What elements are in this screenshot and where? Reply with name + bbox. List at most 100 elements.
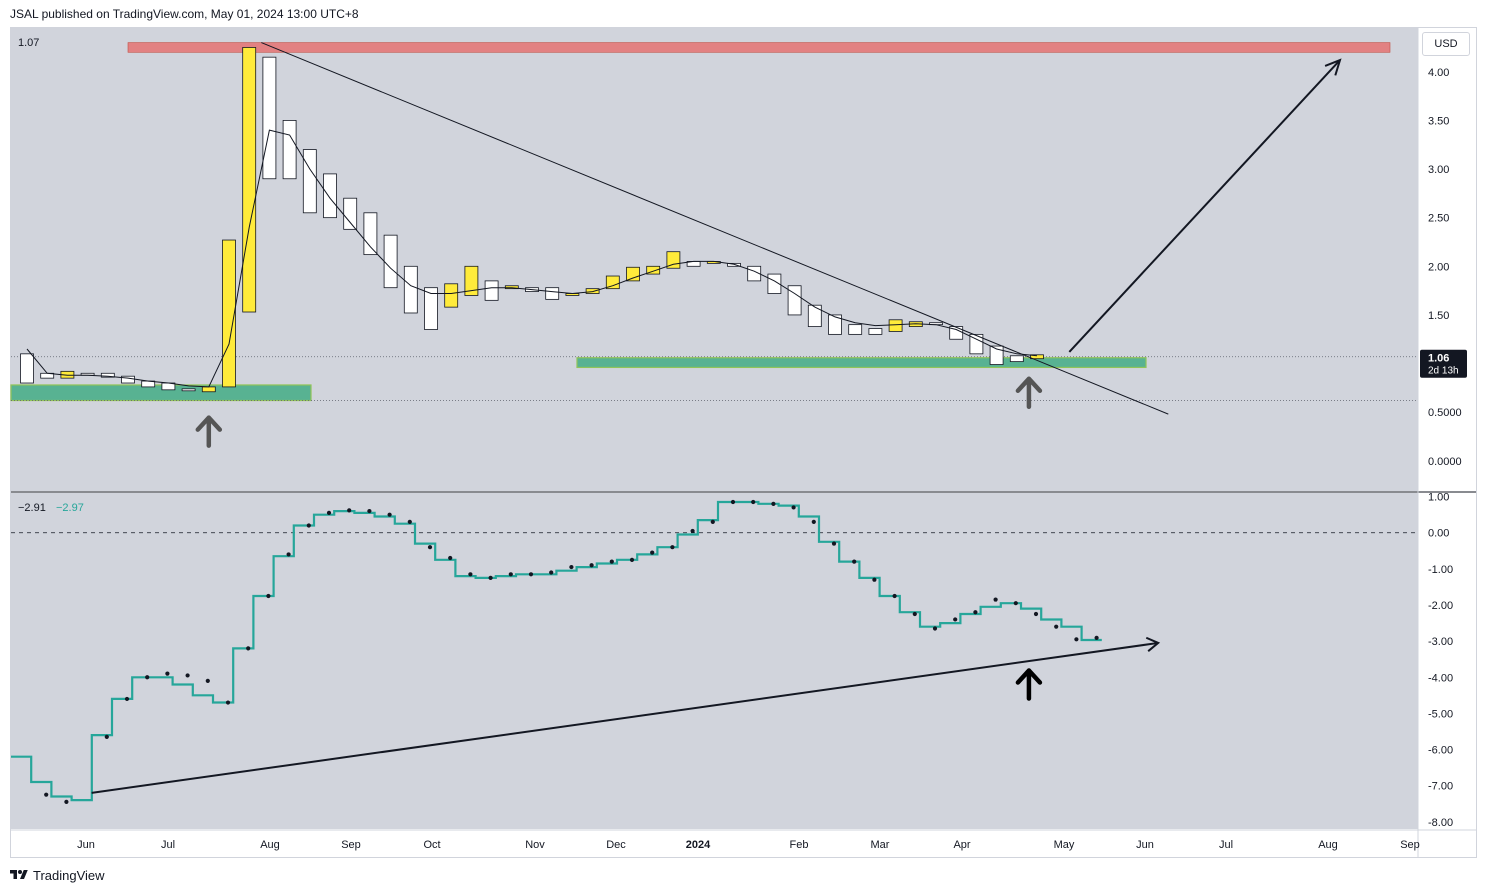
time-axis-label: Jul bbox=[1219, 839, 1233, 851]
candle[interactable] bbox=[424, 287, 438, 330]
indicator-axis-tick: 1.00 bbox=[1428, 492, 1449, 504]
time-axis-label: Nov bbox=[525, 839, 545, 851]
candle[interactable] bbox=[868, 328, 883, 335]
indicator-axis-tick: -2.00 bbox=[1428, 600, 1453, 612]
price-layer bbox=[10, 42, 1418, 448]
candle[interactable] bbox=[181, 388, 196, 392]
candle[interactable] bbox=[363, 212, 378, 256]
candle[interactable] bbox=[20, 353, 34, 384]
indicator-dot bbox=[609, 559, 614, 564]
candle[interactable] bbox=[807, 304, 822, 327]
candle[interactable] bbox=[484, 280, 499, 301]
candle[interactable] bbox=[626, 266, 640, 282]
indicator-axis-tick: 0.00 bbox=[1428, 528, 1449, 540]
candle[interactable] bbox=[1009, 355, 1024, 363]
moving-average-line bbox=[26, 129, 1038, 388]
candle[interactable] bbox=[646, 265, 661, 275]
projection-arrow[interactable] bbox=[1068, 59, 1341, 353]
candle[interactable] bbox=[100, 372, 115, 378]
indicator-dot bbox=[104, 734, 109, 739]
candle[interactable] bbox=[201, 386, 216, 393]
tradingview-logo-icon bbox=[10, 870, 28, 879]
candle[interactable] bbox=[464, 265, 479, 296]
candle[interactable] bbox=[969, 333, 984, 355]
candle[interactable] bbox=[828, 314, 842, 335]
indicator-dot bbox=[326, 510, 332, 515]
indicator-dot bbox=[710, 519, 715, 525]
indicator-dot bbox=[44, 792, 49, 797]
price-axis-tick: 1.50 bbox=[1428, 310, 1449, 322]
candle[interactable] bbox=[605, 275, 620, 290]
candle[interactable] bbox=[545, 287, 560, 300]
indicator-dot bbox=[730, 499, 736, 505]
indicator-dot bbox=[791, 505, 796, 510]
indicator-dot bbox=[528, 572, 534, 577]
indicator-dot bbox=[629, 557, 635, 562]
candle[interactable] bbox=[727, 262, 741, 267]
candle[interactable] bbox=[888, 319, 903, 332]
indicator-dot bbox=[549, 570, 554, 575]
indicator-dot bbox=[852, 559, 857, 564]
up-arrow-icon bbox=[195, 415, 223, 448]
indicator-layer bbox=[11, 499, 1418, 805]
candle[interactable] bbox=[302, 149, 317, 214]
candle[interactable] bbox=[848, 324, 863, 335]
candle[interactable] bbox=[242, 47, 257, 313]
indicator-dot bbox=[953, 617, 958, 622]
candle[interactable] bbox=[222, 239, 236, 388]
candle[interactable] bbox=[1030, 354, 1044, 360]
indicator-axis-tick: -6.00 bbox=[1428, 745, 1453, 757]
candle[interactable] bbox=[282, 120, 297, 180]
indicator-readout-2: −2.97 bbox=[56, 502, 84, 514]
time-axis-label: Sep bbox=[341, 839, 361, 851]
currency-button[interactable]: USD bbox=[1422, 32, 1470, 56]
indicator-dot bbox=[387, 512, 392, 517]
support-zone[interactable] bbox=[10, 384, 312, 402]
price-axis-tick: 0.0000 bbox=[1428, 456, 1462, 468]
projection-arrow-head bbox=[1324, 58, 1342, 76]
indicator-dot bbox=[306, 523, 311, 528]
rising-trend-arrow[interactable] bbox=[91, 641, 1159, 794]
indicator-axis-tick: -1.00 bbox=[1428, 564, 1453, 576]
indicator-dot bbox=[124, 696, 130, 702]
indicator-pane-bg bbox=[11, 493, 1418, 829]
indicator-dot bbox=[932, 626, 938, 631]
indicator-dot bbox=[1094, 635, 1099, 640]
indicator-dot bbox=[367, 508, 372, 514]
candle[interactable] bbox=[383, 234, 398, 289]
price-axis-tick: 3.50 bbox=[1428, 115, 1449, 127]
candle[interactable] bbox=[444, 283, 459, 308]
indicator-dot bbox=[589, 563, 594, 568]
indicator-dot bbox=[225, 700, 231, 705]
price-axis-tick: 2.00 bbox=[1428, 261, 1449, 273]
indicator-readout-1: −2.91 bbox=[18, 502, 46, 514]
descending-trendline[interactable] bbox=[261, 42, 1169, 415]
time-axis-label: May bbox=[1054, 839, 1075, 851]
indicator-dot bbox=[872, 577, 877, 582]
axis-layer: 4.00 3.50 3.00 2.50 2.00 1.50 0.5000 0.0000 1.00… bbox=[18, 37, 1467, 851]
indicator-dot bbox=[1074, 637, 1079, 642]
indicator-dot bbox=[246, 646, 251, 651]
support-zone[interactable] bbox=[576, 357, 1147, 369]
candle[interactable] bbox=[989, 345, 1004, 365]
price-axis-tick: 0.5000 bbox=[1428, 407, 1462, 419]
candle[interactable] bbox=[262, 56, 277, 180]
price-axis-tick: 2.50 bbox=[1428, 213, 1449, 225]
indicator-step-line[interactable] bbox=[11, 500, 1102, 802]
time-axis-label: Jul bbox=[161, 839, 175, 851]
candle[interactable] bbox=[121, 375, 135, 384]
time-axis-label: Oct bbox=[423, 839, 440, 851]
time-axis-label: Aug bbox=[260, 839, 280, 851]
candle[interactable] bbox=[787, 285, 802, 316]
footer-brand-label: TradingView bbox=[33, 867, 105, 883]
time-axis-label: Feb bbox=[790, 839, 809, 851]
indicator-dot bbox=[1013, 601, 1018, 606]
time-axis-label: Aug bbox=[1318, 839, 1338, 851]
candle[interactable] bbox=[343, 197, 358, 230]
indicator-dot bbox=[407, 519, 412, 525]
candle[interactable] bbox=[323, 173, 337, 219]
resistance-zone[interactable] bbox=[127, 42, 1391, 53]
up-arrow-icon bbox=[1015, 376, 1043, 409]
candle[interactable] bbox=[403, 265, 418, 314]
